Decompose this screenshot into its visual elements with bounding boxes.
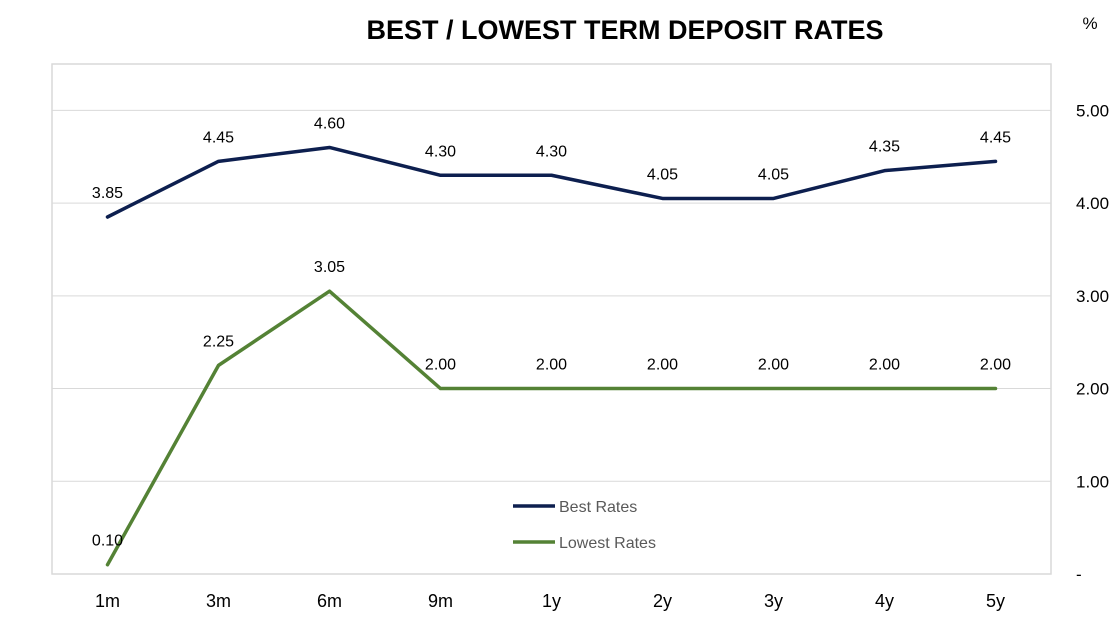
x-tick-label: 3y	[764, 591, 783, 611]
y-tick-label: 5.00	[1076, 101, 1109, 120]
y-tick-label: 4.00	[1076, 194, 1109, 213]
data-label: 2.00	[536, 357, 567, 374]
data-label: 4.05	[647, 166, 678, 183]
legend: Best Rates Lowest Rates	[513, 499, 656, 552]
chart-title: BEST / LOWEST TERM DEPOSIT RATES	[366, 15, 883, 45]
y-tick-label: 2.00	[1076, 380, 1109, 399]
data-labels: 3.85 4.45 4.60 4.30 4.30 4.05 4.05 4.35 4.45 0.10…	[92, 115, 1011, 549]
data-label: 4.30	[425, 143, 456, 160]
data-label: 4.45	[203, 129, 234, 146]
series-line-lowest-rates	[105, 289, 998, 567]
x-tick-label: 4y	[875, 591, 894, 611]
data-label: 2.00	[425, 357, 456, 374]
data-label: 4.05	[758, 166, 789, 183]
x-tick-label: 6m	[317, 591, 342, 611]
x-tick-label: 2y	[653, 591, 672, 611]
x-axis-ticks: 1m 3m 6m 9m 1y 2y 3y 4y 5y	[95, 591, 1005, 611]
x-tick-label: 1y	[542, 591, 561, 611]
data-label: 0.10	[92, 533, 123, 550]
data-label: 4.60	[314, 115, 345, 132]
data-label: 2.25	[203, 333, 234, 350]
series-group	[105, 145, 998, 567]
data-label: 4.30	[536, 143, 567, 160]
data-label: 3.85	[92, 185, 123, 202]
y-tick-label: -	[1076, 565, 1082, 584]
y-axis-ticks: - 1.00 2.00 3.00 4.00 5.00	[1076, 101, 1109, 584]
y-tick-label: 3.00	[1076, 287, 1109, 306]
plot-frame	[51, 63, 1052, 575]
data-label: 4.45	[980, 129, 1011, 146]
x-tick-label: 9m	[428, 591, 453, 611]
gridlines	[52, 109, 1051, 482]
x-tick-label: 5y	[986, 591, 1005, 611]
x-tick-label: 1m	[95, 591, 120, 611]
data-label: 3.05	[314, 259, 345, 276]
legend-label: Best Rates	[559, 499, 637, 516]
x-tick-label: 3m	[206, 591, 231, 611]
y-tick-label: 1.00	[1076, 472, 1109, 491]
data-label: 2.00	[647, 357, 678, 374]
legend-label: Lowest Rates	[559, 535, 656, 552]
y-axis-unit: %	[1082, 14, 1097, 33]
data-label: 4.35	[869, 139, 900, 156]
data-label: 2.00	[758, 357, 789, 374]
data-label: 2.00	[980, 357, 1011, 374]
data-label: 2.00	[869, 357, 900, 374]
